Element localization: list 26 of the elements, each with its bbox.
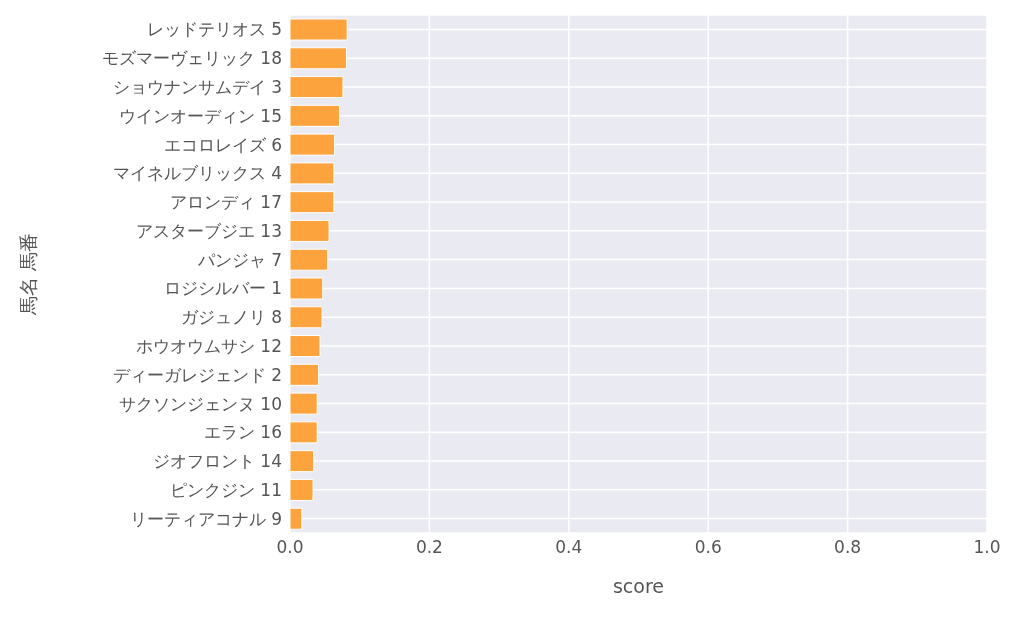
y-tick-label: ジオフロント 14 [152,451,282,472]
y-tick-label: ロジシルバー 1 [163,278,282,299]
y-tick-label: ショウナンサムデイ 3 [112,76,282,97]
x-axis-title: score [612,575,665,597]
y-tick-label: アロンディ 17 [169,192,282,213]
y-tick-label: ガジュノリ 8 [180,307,282,328]
x-tick-label: 0.8 [834,537,862,558]
x-tick-label: 0.4 [555,537,583,558]
y-tick-label: ピンクジン 11 [169,479,282,500]
y-tick-label: パンジャ 7 [196,249,282,270]
y-axis-title: 馬名 馬番 [16,232,39,317]
x-tick-label: 0.6 [694,537,722,558]
x-tick-label: 0.2 [415,537,443,558]
y-tick-label: ディーガレジェンド 2 [112,364,282,385]
y-tick-label: サクソンジェンヌ 10 [118,393,282,414]
y-tick-label: ホウオウムサシ 12 [135,335,282,356]
y-tick-label: リーティアコナル 9 [129,508,282,529]
x-tick-label: 0.0 [276,537,304,558]
y-tick-label: レッドテリオス 5 [146,19,282,40]
y-tick-label: マイネルブリックス 4 [112,163,282,184]
x-tick-label: 1.0 [973,537,1001,558]
y-tick-label: エラン 16 [203,422,282,443]
y-tick-label: ウインオーディン 15 [118,105,282,126]
y-tick-label: アスターブジエ 13 [135,220,282,241]
y-tick-label: モズマーヴェリック 18 [101,48,282,69]
y-tick-label: エコロレイズ 6 [163,134,282,155]
